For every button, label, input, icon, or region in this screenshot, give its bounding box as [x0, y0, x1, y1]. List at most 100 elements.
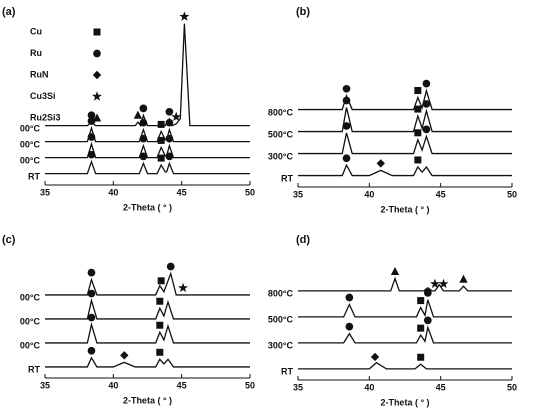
series-label: 500°C — [268, 314, 294, 324]
peak-marker — [422, 125, 431, 134]
x-tick-label: 40 — [108, 187, 118, 197]
legend-symbol — [92, 113, 102, 122]
series-label: 300°C — [268, 340, 294, 350]
peak-marker — [87, 346, 96, 355]
peak-marker — [417, 297, 425, 305]
pattern-line — [298, 361, 512, 370]
peak-marker — [157, 136, 165, 144]
series-label: 500°C — [268, 129, 294, 139]
pattern-line — [45, 141, 250, 159]
pattern-line — [298, 325, 512, 344]
peak-marker — [429, 278, 440, 289]
legend-symbol — [93, 49, 101, 58]
pattern-line — [45, 159, 250, 175]
peak-marker — [157, 154, 165, 162]
x-axis-label: 2-Theta ( ° ) — [380, 204, 429, 214]
peak-marker — [179, 11, 190, 21]
pattern-line — [45, 321, 250, 344]
peak-marker — [120, 351, 129, 360]
peak-marker — [423, 289, 432, 297]
legend-label: Cu — [30, 26, 42, 36]
pattern-line — [45, 271, 250, 296]
peak-marker — [345, 322, 354, 331]
x-tick-label: 35 — [40, 380, 50, 390]
peak-marker — [87, 150, 96, 159]
series-label: 00°C — [20, 139, 41, 149]
peak-marker — [345, 293, 354, 302]
peak-marker — [165, 107, 174, 116]
x-tick-label: 40 — [108, 380, 118, 390]
peak-marker — [157, 277, 165, 285]
series-label: 00°C — [20, 316, 41, 326]
x-axis-label: 2-Theta ( ° ) — [380, 397, 429, 407]
x-tick-label: 50 — [507, 382, 517, 392]
peak-marker — [87, 289, 96, 298]
peak-marker — [390, 266, 400, 275]
peak-marker — [87, 313, 96, 322]
panel-label: (c) — [2, 234, 16, 246]
pattern-line — [45, 297, 250, 320]
x-tick-label: 40 — [364, 189, 374, 199]
peak-marker — [376, 159, 385, 168]
x-tick-label: 50 — [507, 189, 517, 199]
peak-marker — [156, 348, 164, 356]
peak-marker — [370, 352, 380, 362]
peak-marker — [438, 278, 449, 289]
peak-marker — [87, 111, 96, 120]
x-tick-label: 35 — [40, 187, 50, 197]
peak-marker — [87, 117, 96, 125]
peak-marker — [417, 324, 425, 332]
panel-label: (a) — [2, 6, 16, 18]
peak-marker — [178, 282, 189, 293]
peak-marker — [156, 297, 164, 305]
peak-marker — [422, 79, 431, 88]
pattern-line — [298, 163, 512, 177]
series-label: 00°C — [20, 123, 41, 133]
series-label: 800°C — [268, 107, 294, 117]
x-axis-label: 2-Theta ( ° ) — [123, 202, 172, 212]
x-tick-label: 45 — [436, 189, 446, 199]
legend-symbol — [93, 28, 101, 36]
series-label: 00°C — [20, 340, 41, 350]
peak-marker — [156, 321, 164, 329]
panel-label: (d) — [296, 234, 310, 246]
peak-marker — [414, 87, 422, 95]
peak-marker — [157, 120, 165, 128]
peak-marker — [414, 129, 422, 137]
legend-symbol — [92, 91, 102, 101]
legend-label: Ru — [30, 48, 42, 58]
x-tick-label: 50 — [245, 187, 255, 197]
x-axis-label: 2-Theta ( ° ) — [123, 395, 172, 405]
pattern-line — [45, 356, 250, 368]
series-label: 00°C — [20, 155, 41, 165]
series-label: 300°C — [268, 151, 294, 161]
peak-marker — [417, 353, 425, 361]
peak-marker — [342, 154, 351, 163]
x-tick-label: 50 — [245, 380, 255, 390]
series-label: RT — [281, 173, 293, 183]
peak-marker — [459, 274, 468, 283]
peak-marker — [414, 156, 422, 164]
series-label: 00°C — [20, 292, 41, 302]
peak-marker — [171, 111, 182, 122]
peak-marker — [414, 105, 422, 113]
peak-marker — [166, 262, 175, 271]
x-tick-label: 35 — [293, 382, 303, 392]
x-tick-label: 45 — [177, 187, 187, 197]
pattern-line — [45, 125, 250, 143]
pattern-line — [298, 276, 512, 292]
panel-label: (b) — [296, 6, 310, 18]
x-tick-label: 35 — [293, 189, 303, 199]
x-tick-label: 45 — [177, 380, 187, 390]
peak-marker — [423, 316, 432, 325]
peak-marker — [139, 104, 148, 113]
pattern-line — [45, 23, 250, 128]
pattern-line — [298, 132, 512, 155]
legend-symbol — [92, 70, 102, 80]
legend-label: Cu3Si — [30, 91, 56, 101]
x-tick-label: 40 — [364, 382, 374, 392]
peak-marker — [342, 84, 351, 93]
series-label: 800°C — [268, 288, 294, 298]
peak-marker — [422, 100, 431, 108]
